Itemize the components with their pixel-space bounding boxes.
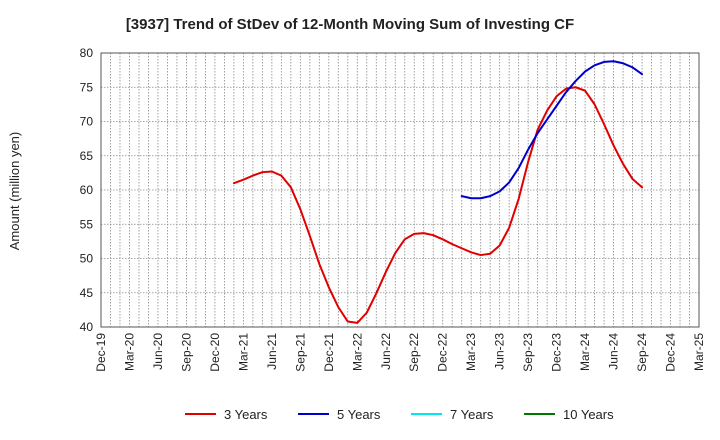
legend: 3 Years 5 Years 7 Years 10 Years bbox=[185, 407, 614, 422]
chart-title: [3937] Trend of StDev of 12-Month Moving… bbox=[126, 16, 574, 33]
y-tick-label: 40 bbox=[80, 320, 94, 334]
y-tick-label: 60 bbox=[80, 183, 94, 197]
x-tick-label: Sep-24 bbox=[635, 333, 649, 372]
x-tick-label: Mar-25 bbox=[692, 333, 706, 371]
y-tick-label: 75 bbox=[80, 80, 94, 94]
x-tick-label: Dec-23 bbox=[550, 333, 564, 372]
series-line-3-years bbox=[232, 86, 644, 324]
y-axis-label: Amount (million yen) bbox=[7, 132, 22, 251]
x-tick-label: Dec-24 bbox=[664, 333, 678, 372]
legend-label: 10 Years bbox=[563, 407, 614, 422]
x-tick-label: Jun-21 bbox=[265, 333, 279, 370]
x-tick-label: Sep-22 bbox=[407, 333, 421, 372]
x-tick-label: Mar-24 bbox=[578, 333, 592, 371]
y-tick-label: 55 bbox=[80, 217, 94, 231]
series-line-5-years bbox=[460, 60, 644, 200]
x-tick-label: Mar-23 bbox=[464, 333, 478, 371]
x-tick-label: Sep-20 bbox=[179, 333, 193, 372]
y-tick-label: 45 bbox=[80, 286, 94, 300]
legend-label: 3 Years bbox=[224, 407, 268, 422]
x-tick-label: Jun-20 bbox=[151, 333, 165, 370]
y-tick-label: 80 bbox=[80, 46, 94, 60]
x-tick-label: Mar-22 bbox=[350, 333, 364, 371]
x-tick-label: Sep-23 bbox=[521, 333, 535, 372]
x-tick-label: Dec-20 bbox=[208, 333, 222, 372]
x-tick-label: Jun-24 bbox=[607, 333, 621, 370]
x-tick-label: Jun-23 bbox=[493, 333, 507, 370]
x-tick-label: Sep-21 bbox=[293, 333, 307, 372]
x-tick-label: Jun-22 bbox=[379, 333, 393, 370]
legend-label: 5 Years bbox=[337, 407, 381, 422]
x-tick-label: Mar-20 bbox=[122, 333, 136, 371]
x-tick-label: Dec-19 bbox=[94, 333, 108, 372]
legend-label: 7 Years bbox=[450, 407, 494, 422]
y-tick-label: 50 bbox=[80, 252, 94, 266]
x-tick-label: Dec-22 bbox=[436, 333, 450, 372]
x-tick-label: Dec-21 bbox=[322, 333, 336, 372]
plot-area: 40 45 50 55 60 65 70 75 80 Dec-19 Mar-20 Jun-20 Sep-… bbox=[80, 46, 706, 372]
x-tick-label: Mar-21 bbox=[236, 333, 250, 371]
y-tick-label: 65 bbox=[80, 149, 94, 163]
y-tick-label: 70 bbox=[80, 115, 94, 129]
plot-frame bbox=[100, 52, 700, 328]
